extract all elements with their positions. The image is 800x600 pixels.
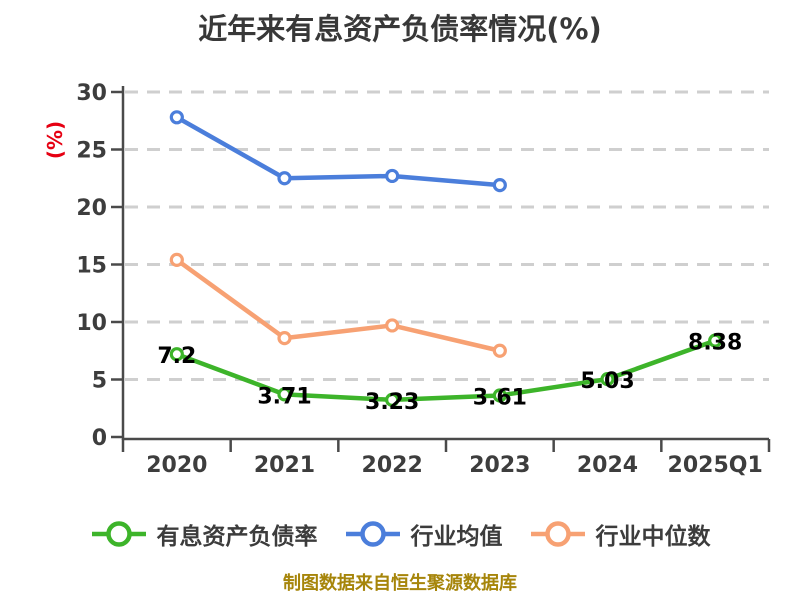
- data-label: 3.23: [365, 390, 419, 415]
- y-tick-label: 15: [76, 254, 107, 279]
- data-point-series-0: [385, 392, 400, 407]
- data-point-series-0: [277, 387, 292, 402]
- data-point-series-2: [385, 318, 400, 333]
- legend-marker-orange: [530, 521, 585, 547]
- data-point-series-1: [385, 168, 400, 184]
- data-label: 5.03: [580, 369, 634, 394]
- x-tick-label: 2025Q1: [668, 453, 763, 478]
- data-label: 3.61: [473, 385, 527, 410]
- y-tick-label: 10: [76, 311, 107, 336]
- data-point-series-0: [708, 333, 723, 348]
- x-tick-label: 2022: [362, 453, 423, 478]
- footer-note: 制图数据来自恒生聚源数据库: [283, 573, 517, 594]
- data-point-series-1: [169, 110, 184, 125]
- data-point-series-2: [277, 331, 292, 346]
- legend-item-industry-median[interactable]: 行业中位数: [529, 517, 711, 551]
- legend-marker-green: [91, 521, 146, 547]
- data-label: 7.2: [157, 344, 196, 369]
- data-label: 8.38: [688, 331, 742, 356]
- data-point-series-1: [492, 178, 507, 193]
- legend-item-main-series[interactable]: 有息资产负债率: [90, 517, 318, 551]
- x-tick-label: 2020: [146, 453, 207, 478]
- x-tick-label: 2024: [577, 453, 638, 478]
- y-tick-label: 5: [92, 369, 107, 394]
- y-tick-label: 20: [76, 196, 107, 221]
- y-tick-label: 30: [76, 81, 107, 106]
- data-point-series-0: [600, 372, 615, 387]
- legend: 有息资产负债率 行业均值 行业中位数: [0, 517, 800, 551]
- series-line-1: [174, 115, 503, 188]
- data-point-series-0: [169, 347, 184, 362]
- y-axis-unit-label: (%): [43, 121, 67, 159]
- series-line-2: [174, 257, 503, 353]
- legend-label-industry-average: 行业均值: [410, 524, 503, 550]
- legend-marker-blue: [345, 521, 400, 547]
- data-point-series-1: [277, 171, 292, 186]
- x-tick-label: 2023: [469, 453, 530, 478]
- legend-label-industry-median: 行业中位数: [595, 524, 711, 550]
- y-tick-label: 25: [76, 139, 107, 164]
- data-label: 3.71: [257, 384, 311, 409]
- x-tick-label: 2021: [254, 453, 315, 478]
- data-point-series-2: [169, 252, 184, 267]
- legend-label-main-series: 有息资产负债率: [156, 524, 318, 550]
- data-point-series-0: [492, 388, 507, 403]
- data-point-series-2: [492, 343, 507, 358]
- chart-title: 近年来有息资产负债率情况(%): [198, 12, 602, 46]
- legend-item-industry-average[interactable]: 行业均值: [344, 517, 503, 551]
- series-line-0: [174, 338, 718, 403]
- y-tick-label: 0: [92, 426, 107, 451]
